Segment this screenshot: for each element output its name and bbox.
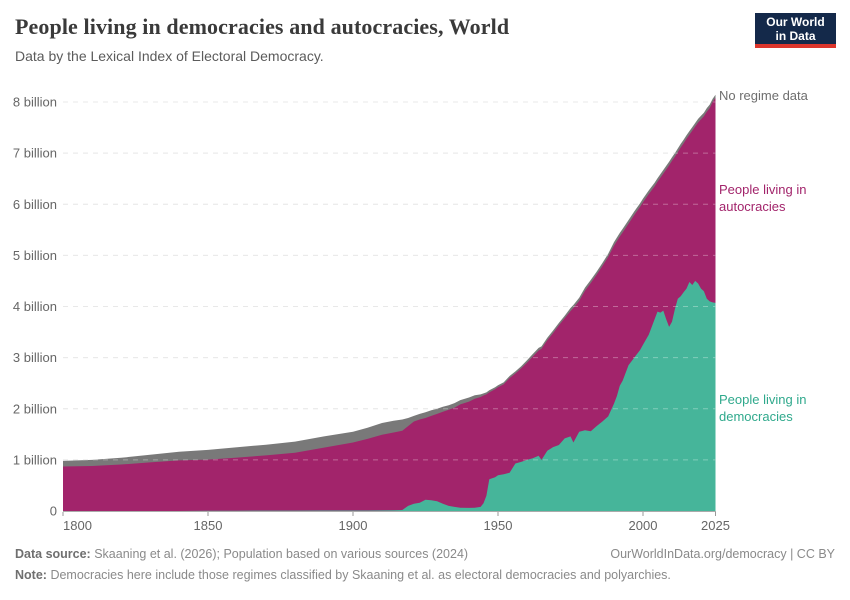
owid-logo-line2: in Data — [775, 28, 816, 43]
series-label-democracies: People living in democracies — [719, 392, 807, 424]
note-label: Note: — [15, 568, 47, 582]
svg-text:5 billion: 5 billion — [13, 248, 57, 263]
svg-text:2000: 2000 — [629, 518, 658, 533]
data-source-text: Skaaning et al. (2026); Population based… — [94, 547, 469, 561]
data-source-label: Data source: — [15, 547, 91, 561]
area-people-living-in-democracies — [63, 280, 716, 511]
svg-text:1900: 1900 — [339, 518, 368, 533]
series-label-no-regime-data: No regime data — [719, 88, 808, 103]
svg-text:4 billion: 4 billion — [13, 299, 57, 314]
svg-text:0: 0 — [50, 504, 57, 519]
svg-text:2025: 2025 — [701, 518, 730, 533]
series-label-autocracies: People living in autocracies — [719, 182, 807, 214]
svg-text:3 billion: 3 billion — [13, 350, 57, 365]
owid-cc-link[interactable]: OurWorldInData.org/democracy | CC BY — [610, 547, 835, 561]
page-title: People living in democracies and autocra… — [15, 14, 510, 39]
owid-logo[interactable]: Our World in Data — [755, 13, 836, 48]
svg-text:1950: 1950 — [484, 518, 513, 533]
chart-subtitle: Data by the Lexical Index of Electoral D… — [15, 48, 324, 64]
svg-text:2 billion: 2 billion — [13, 401, 57, 416]
svg-text:1 billion: 1 billion — [13, 452, 57, 467]
area-people-living-in-autocracies — [63, 97, 716, 512]
note-text: Democracies here include those regimes c… — [50, 568, 671, 582]
data-source-line: Data source: Skaaning et al. (2026); Pop… — [15, 547, 468, 561]
svg-text:6 billion: 6 billion — [13, 197, 57, 212]
svg-text:1850: 1850 — [194, 518, 223, 533]
chart-footer: Data source: Skaaning et al. (2026); Pop… — [15, 547, 835, 582]
owid-logo-line1: Our World — [766, 14, 825, 29]
svg-text:8 billion: 8 billion — [13, 95, 57, 110]
svg-text:7 billion: 7 billion — [13, 146, 57, 161]
stacked-area-chart[interactable]: 1800 1850 1900 1950 2000 2025 0 1 billion 2 bill… — [0, 0, 850, 545]
svg-text:1800: 1800 — [63, 518, 92, 533]
